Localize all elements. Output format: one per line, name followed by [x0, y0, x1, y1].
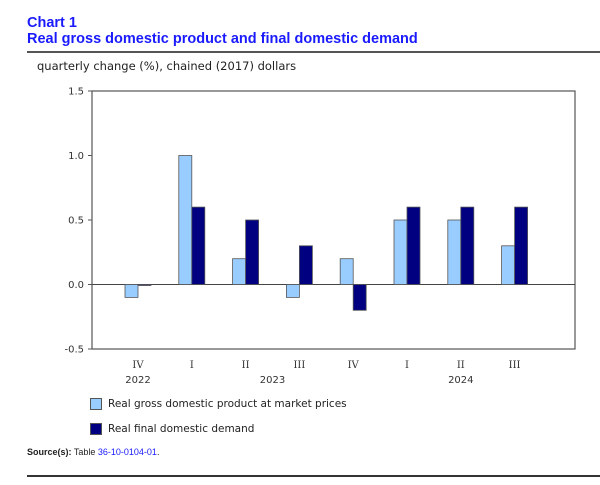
bar-gdp [285, 284, 300, 298]
y-tick-label: -0.5 [64, 345, 84, 356]
legend-swatch-gdp [90, 398, 102, 410]
x-tick-label: IV [348, 360, 360, 371]
legend-label-fdd: Real final domestic demand [108, 423, 255, 435]
y-tick-label: 1.0 [68, 151, 84, 162]
x-tick-label: III [293, 360, 305, 371]
source-label: Source(s): [27, 447, 72, 457]
x-tick-label: I [190, 360, 194, 371]
source-text: Table [73, 447, 96, 457]
y-tick-label: 0.5 [68, 216, 84, 227]
bar-gdp [178, 155, 193, 285]
bar-fdd [406, 206, 421, 285]
chart-title: Real gross domestic product and final do… [27, 31, 418, 47]
legend-item-gdp: Real gross domestic product at market pr… [90, 398, 347, 410]
x-year-label: 2023 [260, 375, 285, 386]
bar-fdd [514, 206, 528, 285]
legend-swatch-fdd [90, 423, 102, 435]
x-tick-label: II [242, 360, 250, 371]
title-divider [27, 51, 600, 53]
bar-gdp [447, 219, 462, 285]
bar-gdp [232, 258, 247, 285]
y-axis-unit-label: quarterly change (%), chained (2017) dol… [37, 59, 297, 73]
legend-label-gdp: Real gross domestic product at market pr… [108, 398, 347, 410]
bar-fdd [137, 284, 152, 286]
bar-gdp [501, 245, 516, 285]
x-tick-label: I [405, 360, 409, 371]
bar-fdd [298, 245, 313, 285]
source-table-link[interactable]: 36-10-0104-01 [97, 447, 157, 457]
bar-fdd [191, 206, 206, 285]
bar-fdd [460, 206, 475, 285]
y-tick-label: 1.5 [68, 87, 84, 98]
bar-gdp [124, 284, 139, 298]
chart-title-block: Chart 1 Real gross domestic product and … [27, 15, 418, 47]
x-year-label: 2022 [125, 375, 150, 386]
bar-gdp [339, 258, 354, 285]
bar-fdd [352, 284, 367, 311]
y-tick-label: 0.0 [68, 280, 84, 291]
bottom-divider [27, 475, 600, 477]
source-note: Source(s): Table 36-10-0104-01. [27, 447, 159, 457]
chart-number: Chart 1 [27, 15, 77, 31]
bar-fdd [245, 219, 260, 285]
source-suffix: . [156, 447, 160, 457]
plot-frame [91, 90, 576, 350]
x-year-label: 2024 [448, 375, 473, 386]
bar-gdp [393, 219, 408, 285]
x-tick-label: II [457, 360, 465, 371]
x-tick-label: IV [132, 360, 144, 371]
x-tick-label: III [509, 360, 521, 371]
legend-item-fdd: Real final domestic demand [90, 423, 254, 435]
